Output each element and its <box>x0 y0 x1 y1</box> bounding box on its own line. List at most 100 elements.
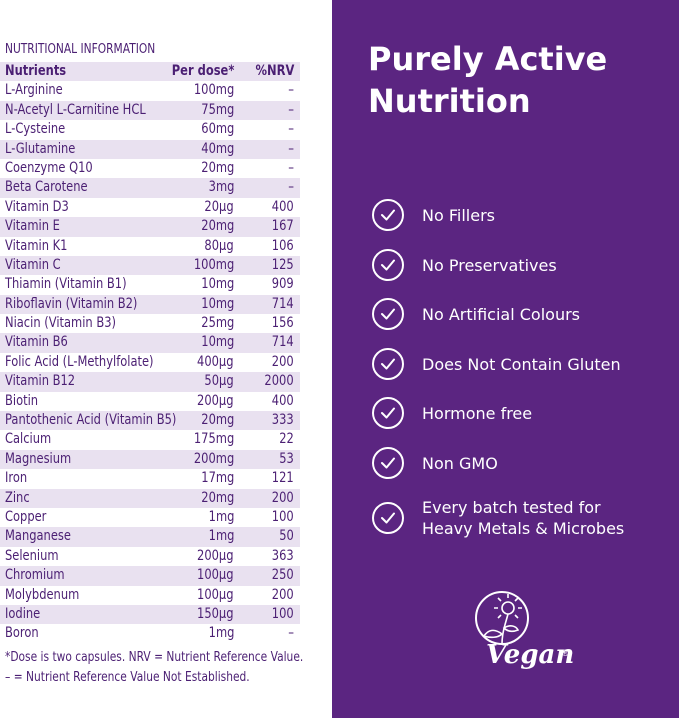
table-row: Vitamin B6 10mg 714 <box>0 333 300 353</box>
nutrient-dose: 100µg <box>197 586 234 603</box>
nutrition-title: NUTRITIONAL INFORMATION <box>5 42 156 57</box>
nutrient-dose: 200mg <box>193 450 234 467</box>
table-row: Beta Carotene 3mg – <box>0 178 300 198</box>
feature-label: Does Not Contain Gluten <box>422 354 621 375</box>
header-nutrients: Nutrients <box>5 63 67 79</box>
nutrient-dose: 40mg <box>200 140 234 157</box>
nutrient-dose: 10mg <box>200 334 234 351</box>
nutrient-dose: 175mg <box>193 431 234 448</box>
nutrient-name: Selenium <box>5 547 59 564</box>
table-row: Boron 1mg – <box>0 624 300 643</box>
nutrient-name: Vitamin B12 <box>5 373 76 390</box>
nutrient-dose: 150µg <box>197 605 234 622</box>
table-row: Folic Acid (L-Methylfolate) 400µg 200 <box>0 353 300 372</box>
headline: Purely Active Nutrition <box>368 38 607 122</box>
nutrient-dose: 1mg <box>208 625 234 642</box>
nutrient-name: Manganese <box>5 528 71 545</box>
check-circle-icon <box>372 348 404 380</box>
nutrient-name: Chromium <box>5 567 65 584</box>
nutrient-dose: 20mg <box>200 218 234 235</box>
table-row: Biotin 200µg 400 <box>0 392 300 411</box>
nutrient-name: Beta Carotene <box>5 179 88 196</box>
feature-label-line-1: No Fillers <box>422 205 495 225</box>
nutrient-name: Vitamin B6 <box>5 334 68 351</box>
nutrient-name: Molybdenum <box>5 586 80 603</box>
nutrient-nrv: 53 <box>279 450 294 467</box>
nutrient-dose: 80µg <box>204 237 234 254</box>
nutrient-name: Vitamin E <box>5 218 60 235</box>
footnote-dose: *Dose is two capsules. NRV = Nutrient Re… <box>5 650 304 665</box>
feature-item: No Fillers <box>372 199 495 231</box>
nutrient-dose: 20mg <box>200 489 234 506</box>
nutrient-name: Vitamin C <box>5 256 61 273</box>
nutrient-nrv: 200 <box>272 353 294 370</box>
nutrient-nrv: 156 <box>272 315 294 332</box>
nutrient-dose: 75mg <box>200 101 234 118</box>
table-row: Vitamin C 100mg 125 <box>0 255 300 276</box>
nutrient-name: Magnesium <box>5 450 72 467</box>
table-row: L-Arginine 100mg – <box>0 81 300 100</box>
vegan-logo: Vegan ® <box>458 590 578 680</box>
nutrient-nrv: 167 <box>272 218 294 235</box>
nutrient-name: L-Arginine <box>5 82 63 99</box>
table-row: Zinc 20mg 200 <box>0 488 300 508</box>
table-header-row: Nutrients Per dose* %NRV <box>0 62 300 82</box>
check-circle-icon <box>372 199 404 231</box>
nutrient-dose: 400µg <box>197 353 234 370</box>
table-row: Calcium 175mg 22 <box>0 430 300 449</box>
nutrient-dose: 10mg <box>200 276 234 293</box>
nutrient-nrv: 50 <box>279 528 294 545</box>
nutrient-nrv: 100 <box>272 605 294 622</box>
table-row: Coenzyme Q10 20mg – <box>0 159 300 178</box>
nutrient-nrv: 200 <box>272 489 294 506</box>
feature-label-line-1: Does Not Contain Gluten <box>422 354 621 374</box>
nutrient-name: Boron <box>5 625 39 642</box>
nutrient-name: Calcium <box>5 431 52 448</box>
nutrient-name: Folic Acid (L-Methylfolate) <box>5 353 154 370</box>
nutrient-nrv: – <box>288 101 294 118</box>
headline-line-1: Purely Active <box>368 40 608 78</box>
feature-label: Every batch tested for Heavy Metals & Mic… <box>422 497 624 539</box>
table-row: Pantothenic Acid (Vitamin B5) 20mg 333 <box>0 411 300 431</box>
registered-mark: ® <box>562 648 569 658</box>
nutrient-nrv: 125 <box>272 256 294 273</box>
nutrient-name: Riboflavin (Vitamin B2) <box>5 295 138 312</box>
table-row: Iodine 150µg 100 <box>0 604 300 625</box>
feature-label-line-1: Non GMO <box>422 453 498 473</box>
nutrient-nrv: – <box>288 140 294 157</box>
table-row: Chromium 100µg 250 <box>0 566 300 586</box>
nutrient-dose: 1mg <box>208 528 234 545</box>
nutrient-name: Zinc <box>5 489 30 506</box>
nutrient-name: Iodine <box>5 605 41 622</box>
feature-label: Non GMO <box>422 453 498 474</box>
nutrient-nrv: – <box>288 82 294 99</box>
feature-label: Hormone free <box>422 403 532 424</box>
nutrient-name: Pantothenic Acid (Vitamin B5) <box>5 412 177 429</box>
nutrient-dose: 50µg <box>204 373 234 390</box>
nutrient-dose: 10mg <box>200 295 234 312</box>
feature-label: No Fillers <box>422 205 495 226</box>
nutrient-nrv: 106 <box>272 237 294 254</box>
header-nrv: %NRV <box>255 63 294 79</box>
nutrient-name: Copper <box>5 508 47 525</box>
nutrient-dose: 100mg <box>193 256 234 273</box>
feature-label-line-2: Heavy Metals & Microbes <box>422 519 625 538</box>
nutrient-dose: 20mg <box>200 412 234 429</box>
table-row: Niacin (Vitamin B3) 25mg 156 <box>0 314 300 333</box>
feature-label-line-1: Every batch tested for <box>422 498 601 517</box>
feature-item: Hormone free <box>372 397 532 429</box>
nutrient-nrv: 400 <box>272 392 294 409</box>
nutrient-nrv: 250 <box>272 567 294 584</box>
feature-label-line-1: No Artificial Colours <box>422 304 580 324</box>
table-row: Iron 17mg 121 <box>0 469 300 488</box>
nutrient-nrv: – <box>288 179 294 196</box>
nutrient-nrv: – <box>288 625 294 642</box>
feature-label: No Preservatives <box>422 255 557 276</box>
vegan-logo-text: Vegan <box>486 640 575 670</box>
nutrient-nrv: 200 <box>272 586 294 603</box>
nutrient-nrv: 909 <box>272 276 294 293</box>
nutrient-nrv: 121 <box>272 470 294 487</box>
check-circle-icon <box>372 447 404 479</box>
nutrient-nrv: 2000 <box>264 373 294 390</box>
header-per-dose: Per dose* <box>171 63 234 79</box>
